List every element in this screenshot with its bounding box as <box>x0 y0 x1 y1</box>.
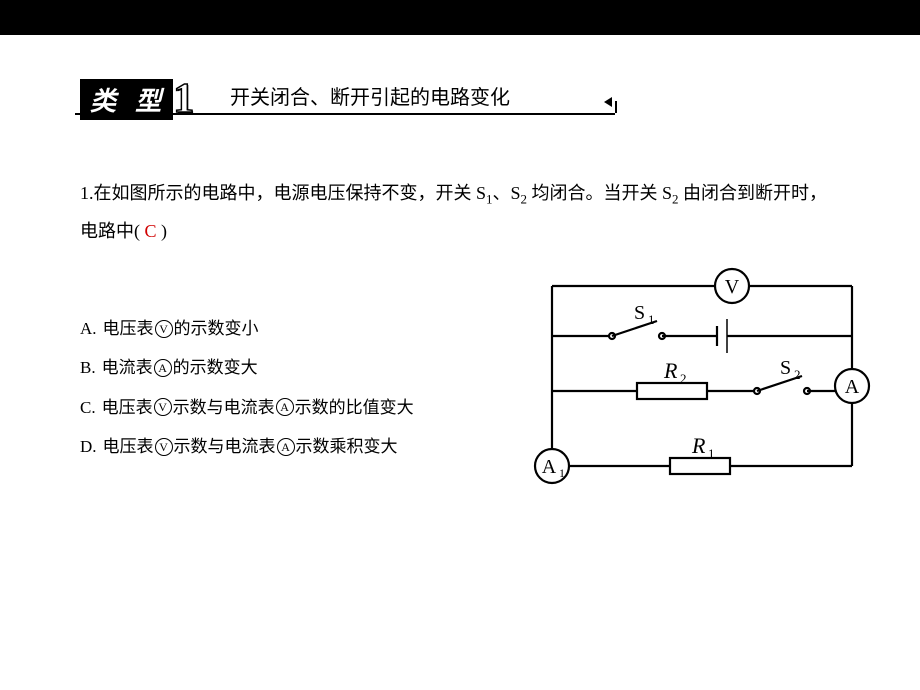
header-underline-arrow <box>75 113 615 115</box>
option-d-p1: 电压表 <box>103 428 154 465</box>
option-d-p3: 示数乘积变大 <box>296 428 398 465</box>
section-header: 类 型 1 开关闭合、断开引起的电路变化 <box>0 75 920 125</box>
question-suffix: ) <box>157 221 168 241</box>
option-b: B. 电流表 A 的示数变大 <box>80 349 414 386</box>
section-title: 开关闭合、断开引起的电路变化 <box>230 81 510 110</box>
top-black-bar <box>0 0 920 35</box>
option-c: C. 电压表 V 示数与电流表 A 示数的比值变大 <box>80 389 414 426</box>
option-c-p3: 示数的比值变大 <box>295 389 414 426</box>
circuit-a1-label: A <box>542 456 557 478</box>
question-prefix: 1.在如图所示的电路中，电源电压保持不变，开关 S <box>80 183 486 203</box>
circuit-s1-sub: 1 <box>648 312 655 327</box>
question-text-block: 1.在如图所示的电路中，电源电压保持不变，开关 S1、S2 均闭合。当开关 S2… <box>80 175 840 249</box>
option-a-p2: 的示数变小 <box>174 310 259 347</box>
option-a: A. 电压表 V 的示数变小 <box>80 310 414 347</box>
option-d-letter: D. <box>80 428 97 465</box>
voltmeter-icon: V <box>155 320 173 338</box>
type-label-block: 类 型 1 <box>80 75 194 123</box>
ammeter-icon: A <box>154 359 172 377</box>
circuit-svg: V A A 1 S 1 S 2 R 2 R 1 <box>522 256 882 496</box>
ammeter-icon: A <box>277 438 295 456</box>
option-a-letter: A. <box>80 310 97 347</box>
option-d: D. 电压表 V 示数与电流表 A 示数乘积变大 <box>80 428 414 465</box>
circuit-s2-sub: 2 <box>794 367 801 382</box>
circuit-a1-sub: 1 <box>559 466 565 480</box>
circuit-r1-sub: 1 <box>708 446 715 461</box>
voltmeter-icon: V <box>155 438 173 456</box>
options-list: A. 电压表 V 的示数变小 B. 电流表 A 的示数变大 C. 电压表 V 示… <box>80 310 414 468</box>
question-answer: C <box>145 221 157 241</box>
question-mid1: 、S <box>493 183 521 203</box>
option-c-p1: 电压表 <box>102 389 153 426</box>
question-mid2: 均闭合。当开关 S <box>527 183 672 203</box>
voltmeter-icon: V <box>154 398 172 416</box>
option-b-p2: 的示数变大 <box>173 349 258 386</box>
header-arrow-head <box>604 97 612 107</box>
option-a-p1: 电压表 <box>103 310 154 347</box>
option-d-p2: 示数与电流表 <box>174 428 276 465</box>
circuit-r2-sub: 2 <box>680 371 687 386</box>
type-number: 1 <box>173 76 194 122</box>
circuit-diagram: V A A 1 S 1 S 2 R 2 R 1 <box>522 256 882 496</box>
svg-text:S: S <box>780 357 791 379</box>
svg-text:R: R <box>691 433 706 458</box>
svg-text:R: R <box>663 358 678 383</box>
option-c-letter: C. <box>80 389 96 426</box>
option-b-p1: 电流表 <box>102 349 153 386</box>
option-b-letter: B. <box>80 349 96 386</box>
svg-text:S: S <box>634 302 645 324</box>
type-number-container: 1 <box>173 75 194 123</box>
circuit-a-label: A <box>845 376 860 398</box>
ammeter-icon: A <box>276 398 294 416</box>
circuit-v-label: V <box>725 276 740 298</box>
option-c-p2: 示数与电流表 <box>173 389 275 426</box>
